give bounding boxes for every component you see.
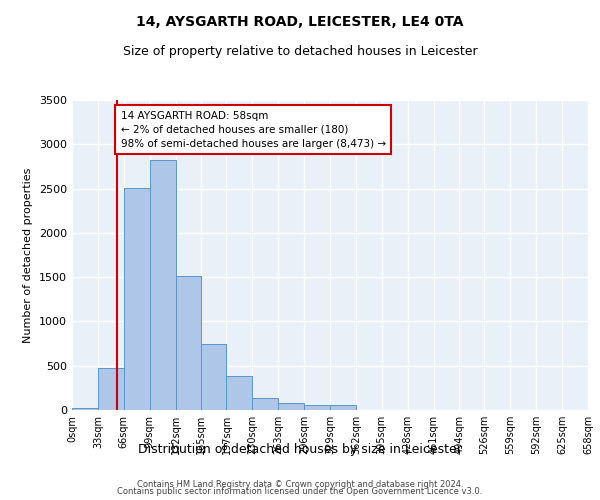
Text: Distribution of detached houses by size in Leicester: Distribution of detached houses by size … bbox=[138, 442, 462, 456]
Bar bbox=[304, 405, 330, 410]
Bar bbox=[226, 376, 253, 410]
Text: Size of property relative to detached houses in Leicester: Size of property relative to detached ho… bbox=[122, 45, 478, 58]
Text: 14, AYSGARTH ROAD, LEICESTER, LE4 0TA: 14, AYSGARTH ROAD, LEICESTER, LE4 0TA bbox=[136, 15, 464, 29]
Text: 14 AYSGARTH ROAD: 58sqm
← 2% of detached houses are smaller (180)
98% of semi-de: 14 AYSGARTH ROAD: 58sqm ← 2% of detached… bbox=[121, 110, 386, 148]
Bar bbox=[176, 276, 202, 410]
Bar bbox=[330, 405, 356, 410]
Text: Contains public sector information licensed under the Open Government Licence v3: Contains public sector information licen… bbox=[118, 488, 482, 496]
Y-axis label: Number of detached properties: Number of detached properties bbox=[23, 168, 34, 342]
Text: Contains HM Land Registry data © Crown copyright and database right 2024.: Contains HM Land Registry data © Crown c… bbox=[137, 480, 463, 489]
Bar bbox=[98, 368, 124, 410]
Bar bbox=[124, 188, 149, 410]
Bar bbox=[202, 344, 226, 410]
Bar bbox=[278, 404, 304, 410]
Bar bbox=[72, 408, 98, 410]
Bar bbox=[253, 398, 278, 410]
Bar bbox=[149, 160, 176, 410]
